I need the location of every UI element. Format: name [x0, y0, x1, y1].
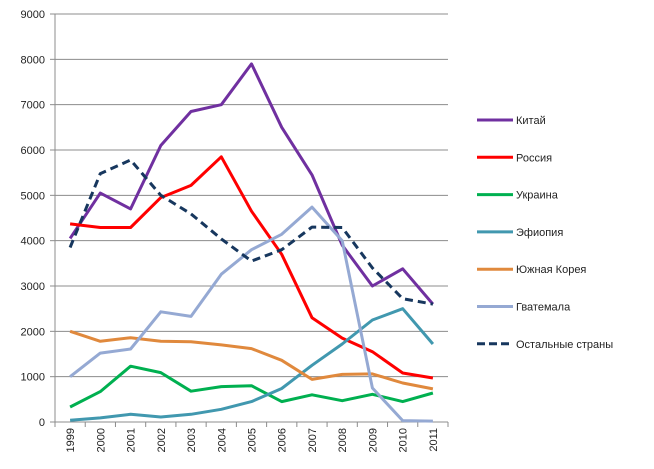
y-tick-label: 7000	[21, 100, 45, 112]
legend-label: Украина	[516, 190, 559, 202]
x-tick-label: 2005	[247, 428, 259, 452]
legend-label: Южная Корея	[516, 264, 586, 276]
x-tick-label: 2007	[307, 428, 319, 452]
legend-label: Гватемала	[516, 302, 571, 314]
x-tick-label: 2001	[126, 428, 138, 452]
legend-label: Китай	[516, 115, 546, 127]
x-tick-label: 2003	[186, 428, 198, 452]
series-line-5	[69, 205, 433, 423]
x-tick-label: 2009	[367, 428, 379, 452]
x-tick-label: 2008	[337, 428, 349, 452]
legend-item: Остальные страны	[477, 339, 613, 351]
series-line-6	[68, 158, 434, 306]
y-tick-label: 2000	[21, 326, 45, 338]
series-line-4	[69, 329, 434, 391]
legend-label: Россия	[516, 152, 552, 164]
y-tick-label: 5000	[21, 190, 45, 202]
series-line-1	[69, 155, 434, 380]
x-tick-label: 2000	[95, 428, 107, 452]
y-tick-label: 9000	[21, 9, 45, 21]
legend-item: Украина	[477, 190, 559, 202]
legend-item: Южная Корея	[477, 264, 586, 276]
series-line-2	[69, 364, 434, 409]
y-tick-label: 4000	[21, 236, 45, 248]
gridlines	[55, 13, 448, 378]
y-tick-label: 1000	[21, 372, 45, 384]
legend: Китай Россия Украина Эфиопия Южная Корея Гват…	[477, 115, 613, 351]
y-tick-label: 6000	[21, 145, 45, 157]
y-tick-label: 3000	[21, 281, 45, 293]
series-lines	[68, 62, 435, 423]
series-line-3	[69, 307, 435, 422]
axes: 0 1000 2000 3000 4000 5000 6000 7000 8000 9000 199…	[21, 9, 449, 452]
y-tick-label: 8000	[21, 54, 45, 66]
legend-item: Гватемала	[477, 302, 571, 314]
x-tick-label: 2011	[428, 428, 440, 452]
x-tick-label: 1999	[65, 428, 77, 452]
legend-item: Китай	[477, 115, 546, 127]
legend-label: Остальные страны	[516, 339, 613, 351]
x-tick-label: 2010	[398, 428, 410, 452]
legend-item: Россия	[477, 152, 552, 164]
x-tick-label: 2006	[277, 428, 289, 452]
x-tick-label: 2002	[156, 428, 168, 452]
x-tick-label: 2004	[216, 428, 228, 452]
legend-label: Эфиопия	[516, 227, 563, 239]
series-line-0	[68, 62, 435, 306]
y-tick-label: 0	[39, 417, 45, 429]
legend-item: Эфиопия	[477, 227, 563, 239]
